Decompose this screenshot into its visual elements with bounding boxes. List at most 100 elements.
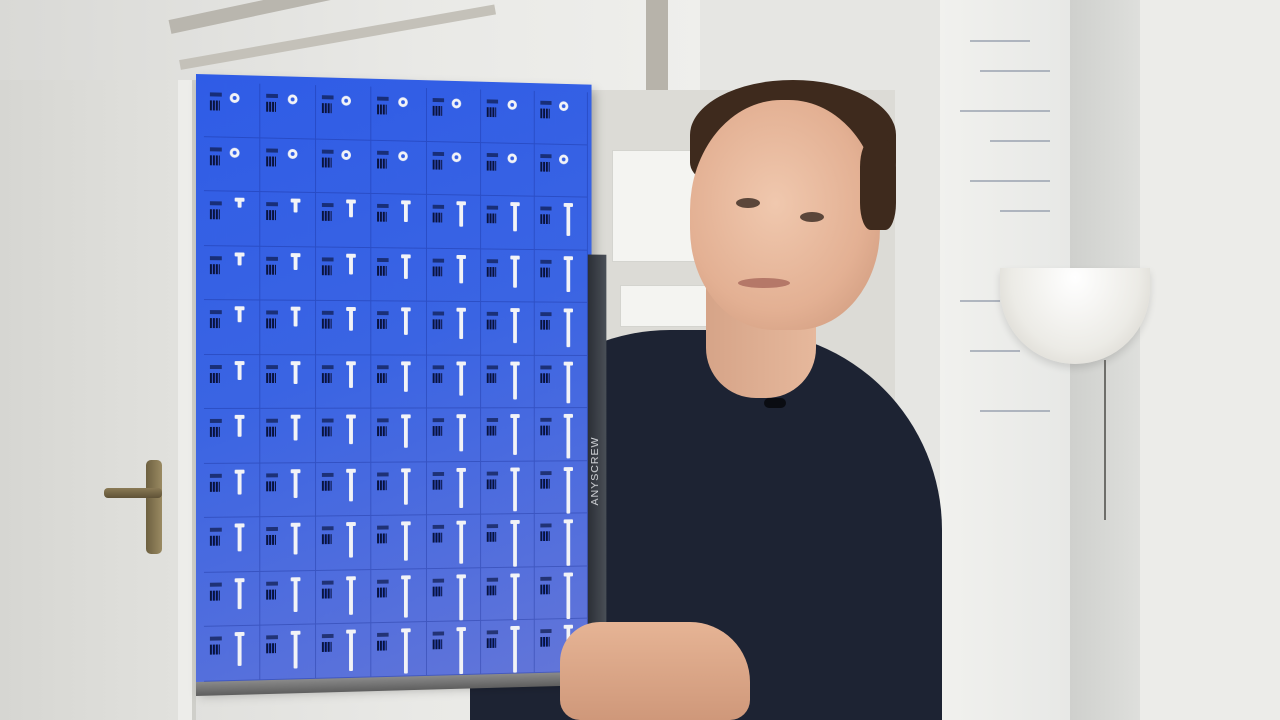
qr-code-icon — [377, 212, 387, 222]
compartment-label — [266, 473, 278, 477]
compartment — [204, 82, 260, 138]
compartment-label — [210, 256, 222, 260]
compartment-label — [486, 312, 497, 316]
screw-head-icon — [235, 252, 245, 256]
screw-head-icon — [402, 575, 412, 579]
screw-icon — [238, 308, 242, 322]
compartment — [204, 300, 260, 355]
compartment — [481, 514, 535, 568]
screw-icon — [404, 524, 408, 561]
screw-icon — [238, 634, 242, 666]
qr-code-icon — [540, 267, 549, 277]
screw-icon — [294, 363, 298, 384]
qr-code-icon — [377, 587, 387, 597]
compartment — [481, 143, 535, 197]
screw-icon — [238, 417, 242, 437]
compartment-label — [540, 259, 551, 263]
compartment — [427, 302, 481, 356]
screw-head-icon — [564, 256, 573, 260]
compartment — [260, 625, 316, 680]
washer-icon — [451, 98, 460, 108]
compartment — [427, 621, 481, 676]
person-eye — [800, 212, 824, 222]
compartment-label — [377, 472, 389, 476]
screw-head-icon — [564, 361, 573, 365]
washer-icon — [399, 97, 409, 107]
door-frame — [178, 80, 192, 720]
qr-code-icon — [210, 318, 220, 328]
washer-icon — [507, 100, 516, 110]
compartment-label — [432, 205, 443, 209]
compartment-label — [432, 258, 443, 262]
washer-icon — [342, 96, 352, 106]
qr-code-icon — [322, 481, 332, 491]
compartment — [427, 355, 481, 408]
compartment — [481, 89, 535, 143]
washer-icon — [230, 147, 240, 157]
screw-icon — [238, 580, 242, 609]
screw-icon — [294, 255, 298, 270]
compartment-label — [432, 418, 443, 422]
qr-code-icon — [486, 267, 495, 277]
compartment — [260, 84, 316, 139]
qr-code-icon — [377, 641, 387, 651]
compartment-label — [322, 365, 334, 369]
screw-icon — [459, 470, 463, 508]
compartment — [260, 409, 316, 463]
screw-head-icon — [564, 309, 573, 313]
screw-head-icon — [564, 203, 573, 207]
compartment — [204, 409, 260, 464]
qr-code-icon — [486, 585, 495, 595]
qr-code-icon — [377, 158, 387, 168]
lamp-cable — [1104, 360, 1106, 520]
compartment-label — [322, 580, 334, 584]
compartment — [535, 461, 588, 514]
screw-icon — [294, 525, 298, 555]
compartment-label — [266, 311, 278, 315]
screw-icon — [566, 258, 570, 292]
compartment — [535, 303, 588, 356]
screw-icon — [459, 363, 463, 395]
screw-head-icon — [235, 198, 245, 202]
screw-head-icon — [291, 253, 301, 257]
person-hand — [560, 622, 750, 720]
screw-icon — [349, 471, 353, 502]
compartment — [372, 622, 427, 677]
screw-head-icon — [291, 199, 301, 203]
screw-icon — [294, 633, 298, 669]
qr-code-icon — [266, 156, 276, 166]
compartment — [316, 624, 371, 679]
compartment — [427, 88, 481, 143]
compartment-label — [486, 99, 497, 103]
screw-icon — [349, 524, 353, 558]
compartment-label — [266, 148, 278, 152]
qr-code-icon — [322, 157, 332, 167]
qr-code-icon — [322, 319, 332, 329]
screw-head-icon — [564, 625, 573, 629]
compartment-label — [540, 365, 551, 369]
qr-code-icon — [432, 106, 442, 116]
compartment — [372, 87, 427, 142]
screw-head-icon — [346, 307, 356, 311]
screw-head-icon — [456, 201, 465, 205]
qr-code-icon — [322, 103, 332, 113]
screw-icon — [404, 256, 408, 279]
screw-icon — [459, 203, 463, 227]
compartment-label — [377, 150, 389, 154]
lavalier-mic — [764, 398, 786, 408]
screw-head-icon — [510, 467, 519, 471]
door-handle-plate — [146, 460, 162, 554]
compartment-label — [540, 207, 551, 211]
screw-head-icon — [510, 202, 519, 206]
compartment-label — [266, 419, 278, 423]
screw-head-icon — [456, 414, 465, 418]
qr-code-icon — [266, 535, 276, 545]
washer-icon — [399, 151, 409, 161]
compartment — [260, 463, 316, 518]
side-wall — [1140, 0, 1280, 720]
brand-label: ANYSCREW — [590, 312, 605, 505]
compartment-label — [486, 471, 497, 475]
screw-icon — [238, 471, 242, 494]
qr-code-icon — [486, 479, 495, 489]
